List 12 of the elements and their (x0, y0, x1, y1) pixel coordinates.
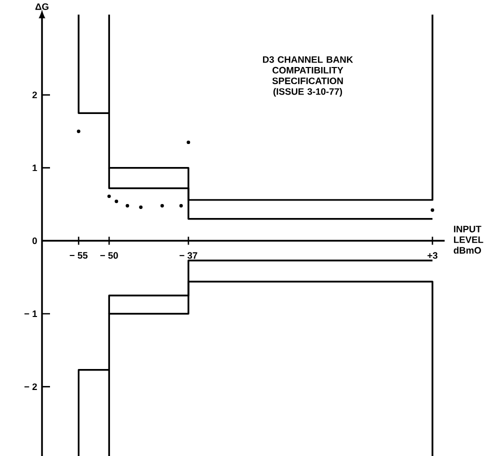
y-tick-label: 1 (32, 164, 38, 172)
annotation: D3 CHANNEL BANK COMPATIBILITY SPECIFICATION (ISSUE 3-10-77) (263, 56, 354, 97)
x-axis-title: INPUT LEVEL dBmO (454, 226, 484, 254)
y-axis-title: ΔG (35, 3, 48, 10)
y-tick-label: 2 (32, 92, 37, 98)
y-tick-label: − 2 (24, 383, 37, 390)
x-tick-label: − 55 (70, 252, 88, 259)
x-tick-label: − 37 (180, 252, 198, 259)
x-tick-label: +3 (428, 252, 438, 259)
y-tick-label: − 1 (24, 310, 38, 317)
y-tick-label: 0 (32, 238, 37, 244)
x-tick-label: − 50 (100, 252, 118, 259)
